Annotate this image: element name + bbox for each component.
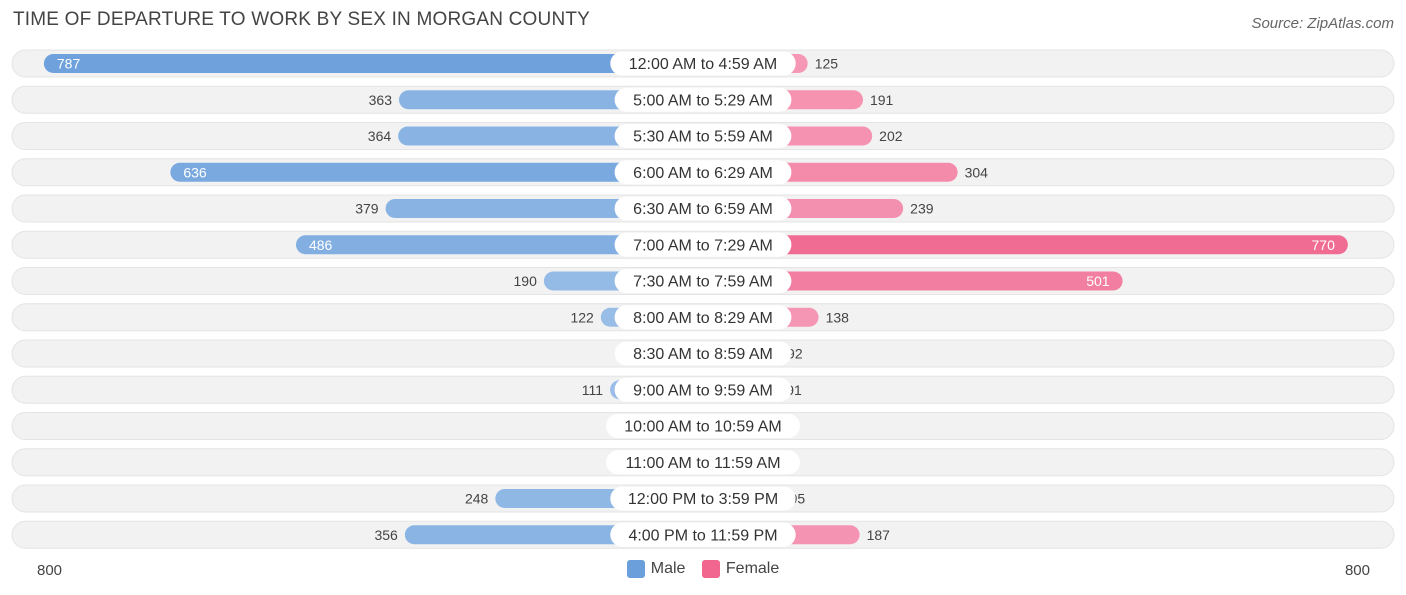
male-value-label: 363: [369, 92, 393, 108]
female-value-label: 187: [867, 527, 891, 543]
category-pill: [614, 160, 792, 185]
bar-row: 190 501 7:30 AM to 7:59 AM: [11, 267, 1395, 295]
category-pill: [614, 377, 792, 402]
male-value-label: 364: [368, 128, 392, 144]
bar-row: 20928:30 AM to 8:59 AM: [11, 339, 1395, 368]
male-value-label: 122: [570, 309, 594, 325]
category-label: 8:00 AM to 8:29 AM: [633, 310, 773, 327]
bar-row: 111 919:00 AM to 9:59 AM: [11, 375, 1395, 404]
male-value-label: 111: [582, 382, 603, 398]
category-pill: [614, 269, 792, 293]
bar-row: 398011:00 AM to 11:59 AM: [11, 448, 1395, 477]
chart-area: 787 125 12:00 AM to 4:59 AM 363 191 5:00 AM t…: [11, 49, 1395, 549]
axis-label-right: 800: [1344, 562, 1370, 579]
female-value-label: 770: [1312, 237, 1336, 253]
bar-row: 364 202 5:30 AM to 5:59 AM: [11, 122, 1395, 150]
category-pill: [614, 305, 792, 330]
legend-male[interactable]: Male: [626, 560, 686, 578]
bar-row: 356 187 4:00 PM to 11:59 PM: [11, 520, 1395, 549]
male-value-label: 787: [57, 56, 81, 72]
category-label: 5:00 AM to 5:29 AM: [633, 92, 773, 109]
bar-row: 486 770 7:00 AM to 7:29 AM: [11, 230, 1395, 259]
male-bar[interactable]: [170, 162, 704, 182]
female-bar[interactable]: [703, 235, 1348, 255]
bar-row: 787 125 12:00 AM to 4:59 AM: [11, 49, 1395, 78]
female-bar[interactable]: [703, 271, 1123, 291]
category-pill: [610, 51, 796, 76]
female-value-label: 125: [815, 56, 839, 72]
category-label: 4:00 PM to 11:59 PM: [628, 527, 777, 544]
legend-female-swatch: [701, 560, 720, 578]
female-value-label: 138: [826, 309, 850, 325]
bar-row: 379 239 6:30 AM to 6:59 AM: [11, 194, 1395, 223]
category-pill: [614, 196, 792, 221]
category-label: 10:00 AM to 10:59 AM: [624, 419, 781, 436]
category-pill: [606, 450, 800, 475]
category-pill: [614, 124, 792, 148]
male-value-label: 248: [465, 491, 489, 507]
category-label: 7:00 AM to 7:29 AM: [633, 237, 773, 254]
category-pill: [614, 87, 792, 112]
chart-title: TIME OF DEPARTURE TO WORK BY SEX IN MORG…: [13, 9, 591, 30]
legend-female-label: Female: [725, 560, 780, 577]
male-value-label: 190: [514, 273, 538, 289]
female-value-label: 239: [910, 201, 934, 217]
category-label: 11:00 AM to 11:59 AM: [625, 455, 780, 472]
category-label: 5:30 AM to 5:59 AM: [633, 129, 773, 146]
female-value-label: 92: [787, 346, 803, 362]
legend: Male Female: [0, 560, 1406, 583]
male-value-label: 636: [183, 164, 207, 180]
legend-male-label: Male: [650, 560, 686, 577]
category-label: 12:00 AM to 4:59 AM: [629, 56, 778, 73]
category-label: 6:00 AM to 6:29 AM: [633, 165, 773, 182]
category-label: 7:30 AM to 7:59 AM: [633, 274, 773, 291]
legend-male-swatch: [626, 560, 645, 578]
female-value-label: 191: [870, 92, 894, 108]
category-label: 8:30 AM to 8:59 AM: [633, 346, 773, 363]
female-value-label: 304: [965, 164, 989, 180]
axis-label-left: 800: [37, 562, 63, 579]
female-value-label: 202: [879, 128, 903, 144]
category-pill: [610, 486, 796, 511]
bar-row: 122 138 8:00 AM to 8:29 AM: [11, 303, 1395, 332]
male-bar[interactable]: [43, 54, 703, 73]
category-pill: [614, 341, 792, 366]
female-value-label: 501: [1086, 273, 1110, 289]
male-bar[interactable]: [295, 235, 703, 255]
male-value-label: 356: [374, 527, 398, 543]
male-value-label: 379: [355, 201, 379, 217]
legend-female[interactable]: Female: [701, 560, 780, 578]
source-note: Source: ZipAtlas.com: [1251, 15, 1394, 32]
category-pill: [610, 522, 796, 547]
bar-row: 363 191 5:00 AM to 5:29 AM: [11, 85, 1395, 114]
category-label: 9:00 AM to 9:59 AM: [633, 382, 773, 399]
bar-row: 636 304 6:00 AM to 6:29 AM: [11, 158, 1395, 187]
category-pill: [614, 232, 792, 257]
category-pill: [606, 414, 800, 438]
category-label: 12:00 PM to 3:59 PM: [628, 491, 778, 508]
bar-row: 358410:00 AM to 10:59 AM: [11, 412, 1395, 440]
category-label: 6:30 AM to 6:59 AM: [633, 201, 773, 218]
male-value-label: 486: [309, 237, 333, 253]
